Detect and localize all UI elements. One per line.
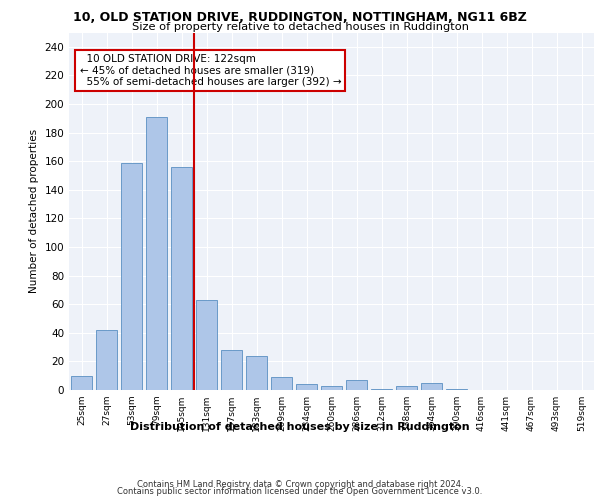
Bar — [171, 167, 192, 390]
Bar — [371, 388, 392, 390]
Bar — [446, 388, 467, 390]
Bar — [271, 377, 292, 390]
Bar — [146, 117, 167, 390]
Text: Size of property relative to detached houses in Ruddington: Size of property relative to detached ho… — [131, 22, 469, 32]
Text: Contains public sector information licensed under the Open Government Licence v3: Contains public sector information licen… — [118, 487, 482, 496]
Bar — [121, 162, 142, 390]
Bar — [346, 380, 367, 390]
Bar — [321, 386, 342, 390]
Bar — [396, 386, 417, 390]
Bar — [71, 376, 92, 390]
Text: 10, OLD STATION DRIVE, RUDDINGTON, NOTTINGHAM, NG11 6BZ: 10, OLD STATION DRIVE, RUDDINGTON, NOTTI… — [73, 11, 527, 24]
Text: Distribution of detached houses by size in Ruddington: Distribution of detached houses by size … — [130, 422, 470, 432]
Bar — [221, 350, 242, 390]
Bar — [421, 383, 442, 390]
Text: Contains HM Land Registry data © Crown copyright and database right 2024.: Contains HM Land Registry data © Crown c… — [137, 480, 463, 489]
Text: 10 OLD STATION DRIVE: 122sqm
← 45% of detached houses are smaller (319)
  55% of: 10 OLD STATION DRIVE: 122sqm ← 45% of de… — [79, 54, 341, 87]
Bar — [96, 330, 117, 390]
Bar — [296, 384, 317, 390]
Bar — [246, 356, 267, 390]
Bar — [196, 300, 217, 390]
Y-axis label: Number of detached properties: Number of detached properties — [29, 129, 39, 294]
